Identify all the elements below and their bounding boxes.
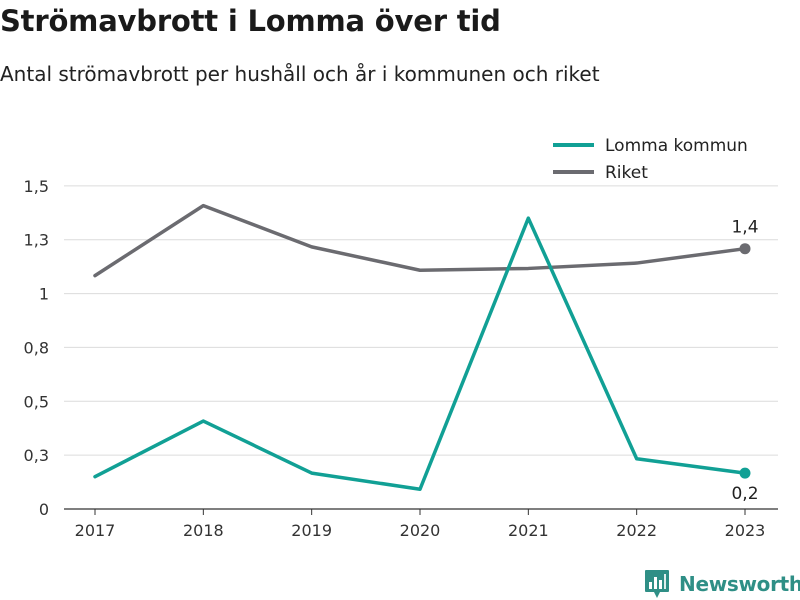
x-tick-label: 2017 (75, 521, 116, 540)
x-tick-label: 2022 (616, 521, 657, 540)
series-lines (93, 203, 751, 492)
y-tick-label: 0,3 (24, 446, 49, 465)
y-tick-label: 1 (39, 285, 49, 304)
series-line-lomma-kommun (93, 216, 747, 492)
series-line-riket (93, 203, 747, 278)
data-label-riket: 1,4 (731, 218, 758, 238)
y-tick-label: 1,3 (24, 231, 49, 250)
x-tick-label: 2019 (291, 521, 332, 540)
legend: Lomma kommun Riket (553, 136, 748, 183)
y-tick-label: 0 (39, 500, 49, 519)
x-tick-label: 2018 (183, 521, 224, 540)
newsworthy-logo: Newsworthy (644, 569, 800, 599)
y-tick-label: 0,5 (24, 392, 49, 411)
chart-subtitle: Antal strömavbrott per hushåll och år i … (0, 62, 600, 86)
data-label-lomma: 0,2 (731, 484, 758, 504)
x-tick-label: 2023 (725, 521, 766, 540)
y-tick-label: 0,8 (24, 338, 49, 357)
data-labels: 1,4 0,2 (731, 218, 758, 504)
brand-name: Newsworthy (679, 572, 800, 596)
legend-label: Lomma kommun (605, 136, 748, 156)
series-end-point (739, 243, 751, 255)
x-tick-label: 2021 (508, 521, 549, 540)
chart-title: Strömavbrott i Lomma över tid (0, 4, 501, 38)
series-end-point (739, 467, 751, 479)
x-tick-label: 2020 (400, 521, 441, 540)
y-tick-label: 1,5 (24, 177, 49, 196)
gridlines (64, 185, 778, 456)
axes: 0 0,3 0,5 0,8 1 1,3 1,5 2017 2018 2019 2020 2021 202… (24, 177, 778, 540)
legend-label: Riket (605, 163, 648, 183)
bar-chart-logo-icon (645, 570, 669, 598)
